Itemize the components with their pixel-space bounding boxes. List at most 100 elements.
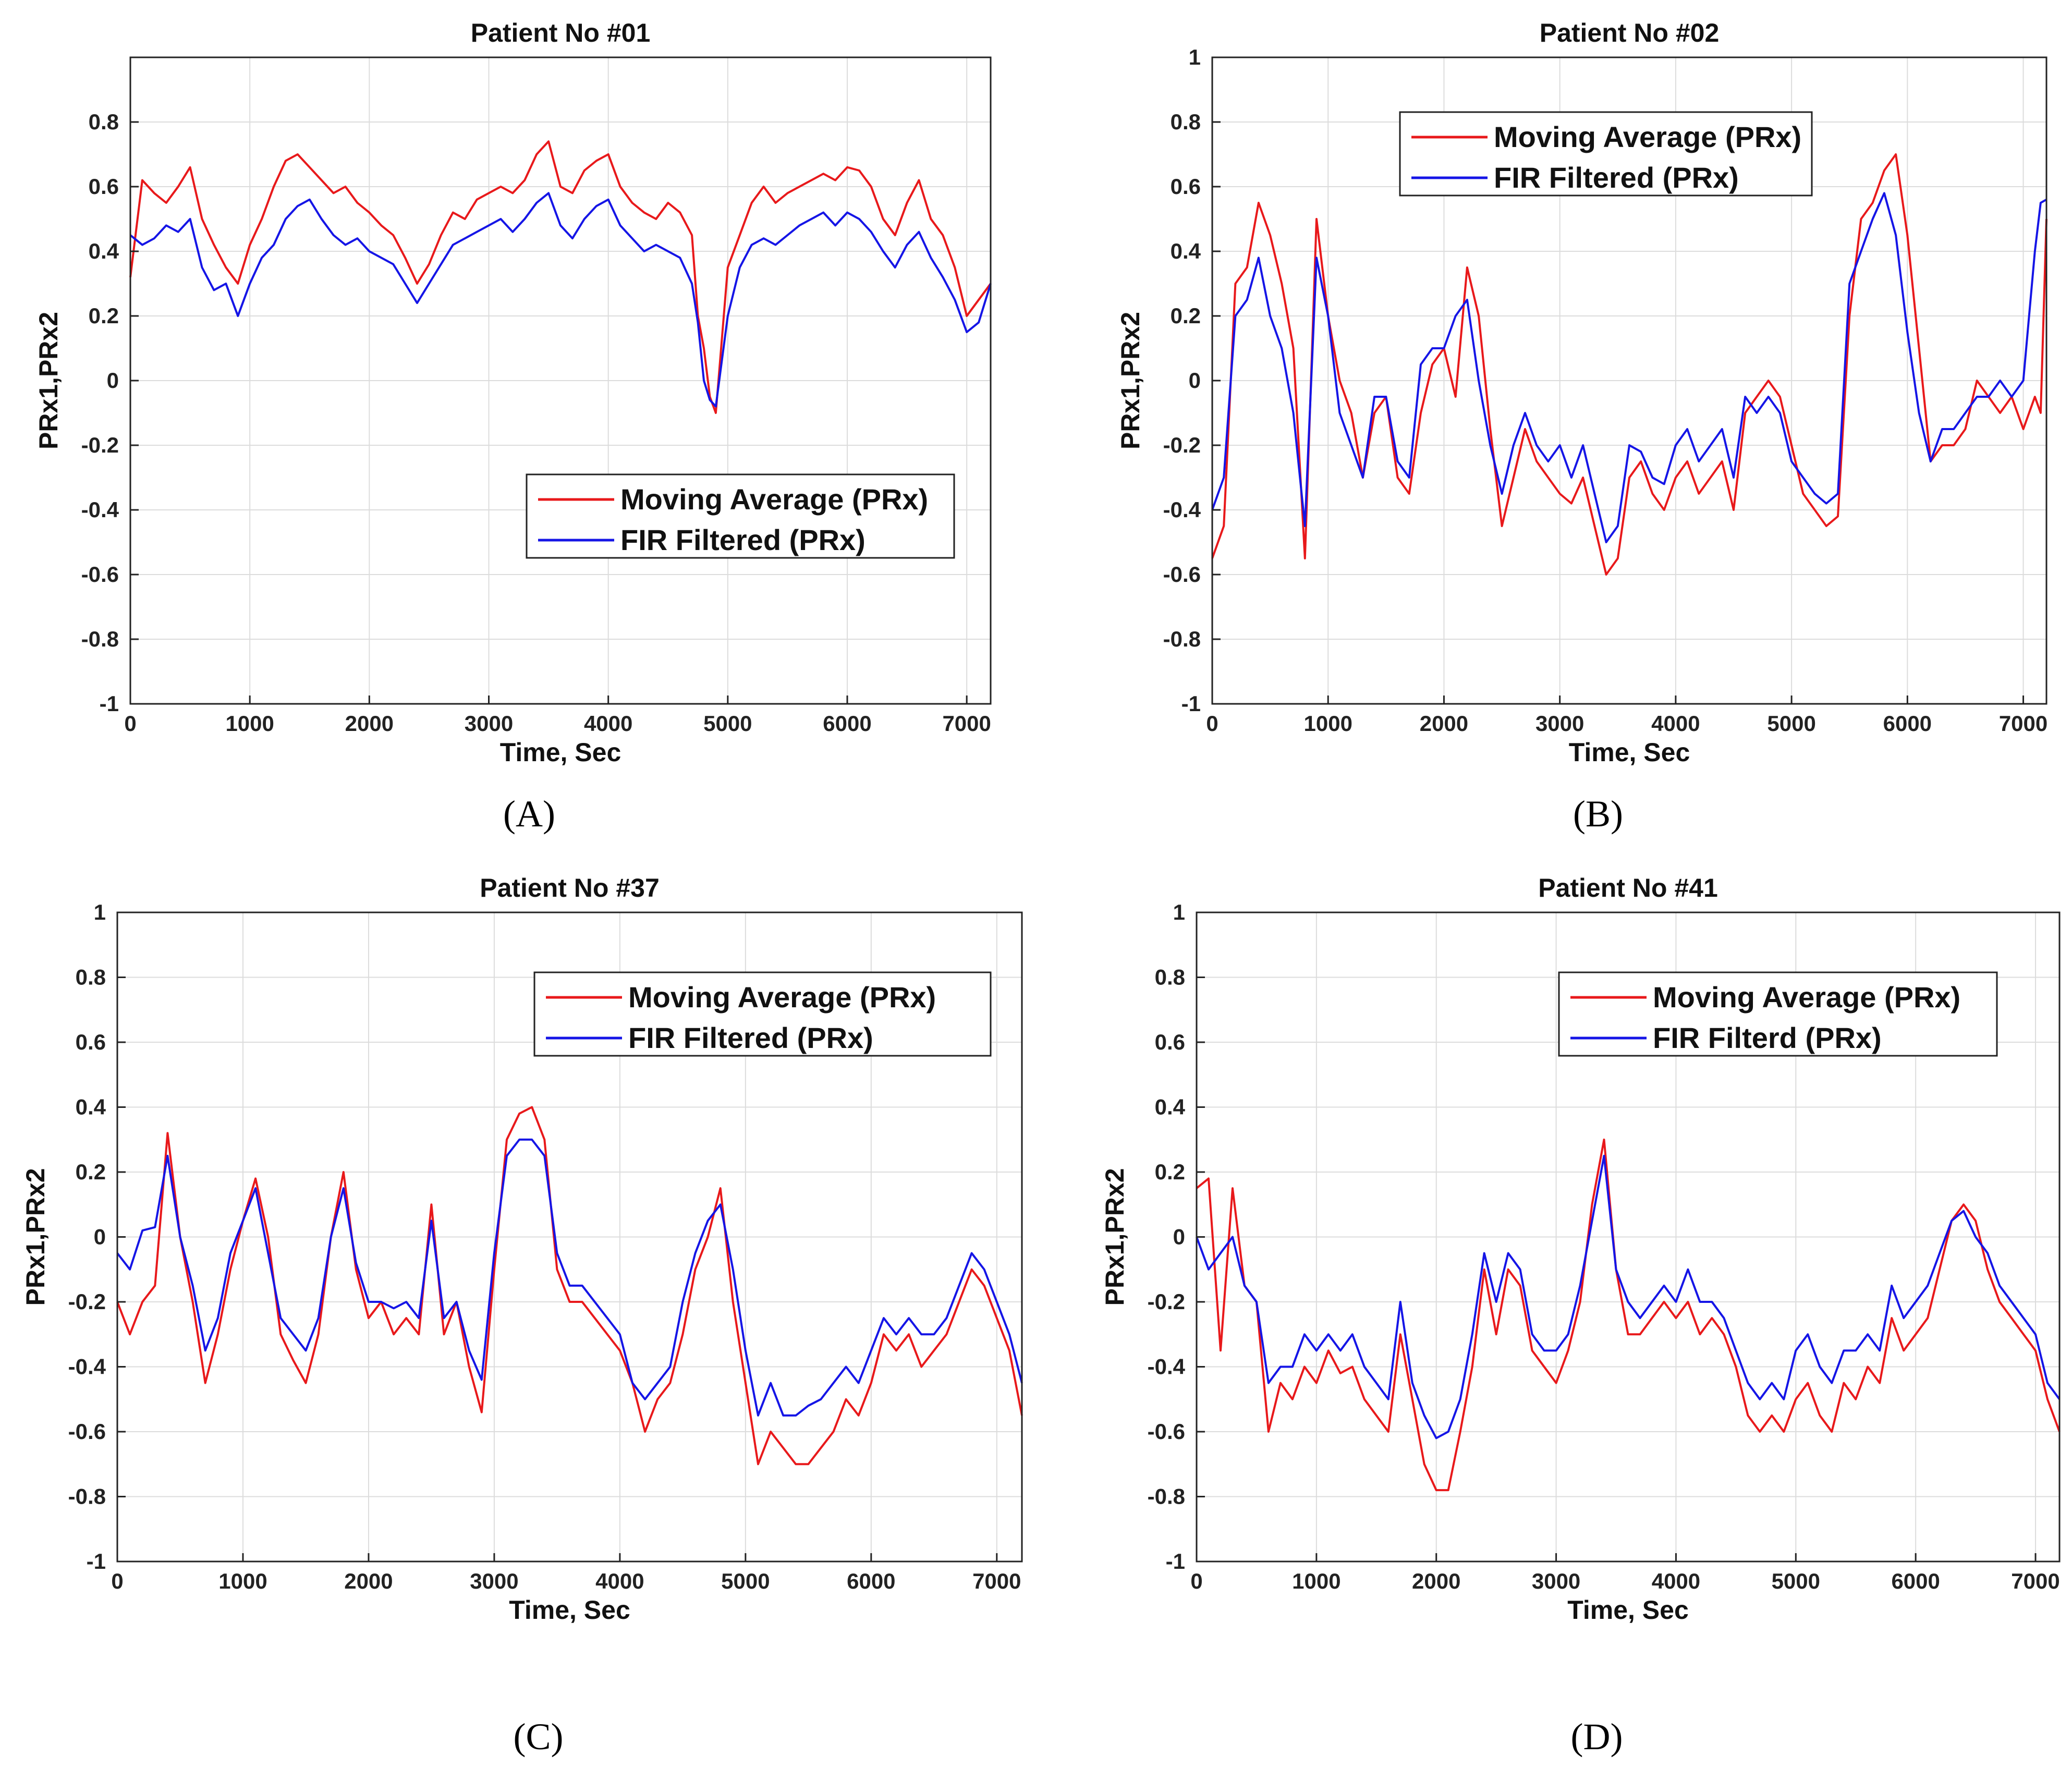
legend-box (1558, 971, 1998, 1057)
x-tick-label: 7000 (942, 711, 991, 736)
x-tick-label: 6000 (1891, 1569, 1940, 1593)
y-tick-label: 0.2 (1171, 303, 1201, 328)
x-axis-label: Time, Sec (1569, 738, 1690, 767)
y-axis-label: PRx1,PRx2 (34, 312, 63, 449)
legend-entry: FIR Filtered (PRx) (628, 1021, 873, 1054)
x-tick-label: 4000 (1651, 711, 1700, 736)
x-tick-label: 6000 (1883, 711, 1932, 736)
series-line-fir-filtered (129, 192, 992, 408)
legend-box (533, 971, 992, 1057)
y-axis-label: PRx1,PRx2 (1116, 312, 1145, 449)
y-tick-label: -0.4 (1148, 1355, 1186, 1379)
x-tick-label: 1000 (1292, 1569, 1340, 1593)
legend: Moving Average (PRx) FIR Filterd (PRx) (1558, 971, 1998, 1057)
legend-entry: Moving Average (PRx) (628, 981, 936, 1014)
x-tick-label: 7000 (972, 1569, 1021, 1593)
y-tick-label: 0.2 (76, 1160, 106, 1184)
legend-entry: FIR Filterd (PRx) (1653, 1021, 1882, 1054)
y-tick-label: 0.6 (1155, 1030, 1185, 1054)
y-tick-label: -0.8 (1148, 1484, 1185, 1509)
y-axis-label: PRx1,PRx2 (1100, 1168, 1129, 1306)
y-tick-label: -0.4 (1163, 497, 1201, 522)
x-tick-label: 7000 (2011, 1569, 2059, 1593)
x-tick-label: 6000 (847, 1569, 895, 1593)
y-tick-label: -1 (87, 1549, 106, 1573)
x-tick-label: 5000 (703, 711, 752, 736)
legend-entry: Moving Average (PRx) (620, 483, 928, 516)
y-tick-label: -1 (1166, 1549, 1185, 1573)
y-tick-label: 0 (1189, 368, 1201, 393)
y-tick-label: 0.2 (1155, 1160, 1185, 1184)
y-tick-label: 0.4 (1155, 1095, 1186, 1119)
legend-entry: Moving Average (PRx) (1494, 120, 1801, 153)
y-tick-label: -0.6 (81, 562, 119, 587)
x-tick-label: 2000 (1412, 1569, 1460, 1593)
legend-box (1399, 111, 1813, 197)
chart-panel-4: 0 1000 2000 3000 4000 5000 6000 7000 -1 -0.8 -0.6 -… (1100, 873, 2061, 1625)
chart-panel-1: 0 1000 2000 3000 4000 5000 6000 7000 -1 -0.8 -0.6 -… (34, 18, 992, 767)
x-tick-label: 0 (1206, 711, 1218, 736)
series-line-moving-average (1211, 153, 2047, 576)
y-tick-label: 1 (1189, 45, 1201, 69)
y-tick-label: -0.2 (1163, 433, 1201, 457)
legend-entry: FIR Filtered (PRx) (620, 523, 866, 556)
legend: Moving Average (PRx) FIR Filtered (PRx) (526, 473, 955, 559)
x-tick-label: 0 (124, 711, 136, 736)
x-tick-label: 5000 (1767, 711, 1815, 736)
y-tick-label: -0.4 (68, 1355, 106, 1379)
y-tick-label: 0.8 (1155, 965, 1185, 990)
x-tick-label: 3000 (1535, 711, 1584, 736)
y-tick-label: 1 (1173, 900, 1185, 924)
chart-panel-3: 0 1000 2000 3000 4000 5000 6000 7000 -1 -0.8 -0.6 -… (21, 873, 1023, 1625)
y-tick-label: 0.4 (89, 239, 119, 263)
chart-panel-2: 0 1000 2000 3000 4000 5000 6000 7000 -1 -0.8 -0.6 -… (1116, 18, 2047, 767)
series-line-fir-filtered (1196, 1154, 2061, 1440)
y-tick-label: 0.4 (1171, 239, 1201, 263)
chart-title: Patient No #01 (471, 18, 651, 47)
x-tick-label: 3000 (1532, 1569, 1580, 1593)
chart-title: Patient No #02 (1540, 18, 1720, 47)
y-tick-label: -0.6 (1163, 562, 1201, 587)
y-tick-label: -0.8 (1163, 627, 1201, 651)
series-line-fir-filtered (1211, 192, 2047, 543)
x-tick-label: 0 (111, 1569, 123, 1593)
x-tick-label: 4000 (1652, 1569, 1700, 1593)
x-tick-label: 5000 (721, 1569, 770, 1593)
y-tick-label: 0.8 (89, 109, 119, 134)
x-tick-label: 0 (1190, 1569, 1202, 1593)
x-tick-label: 2000 (1420, 711, 1468, 736)
legend: Moving Average (PRx) FIR Filtered (PRx) (1399, 111, 1813, 197)
y-tick-label: 0.4 (76, 1095, 106, 1119)
y-tick-label: 0.6 (89, 174, 119, 199)
y-tick-label: -0.6 (68, 1419, 106, 1444)
y-tick-label: 0 (94, 1225, 106, 1249)
x-axis-label: Time, Sec (500, 738, 621, 767)
legend-box (526, 473, 955, 559)
y-tick-label: 0 (1173, 1225, 1185, 1249)
chart-title: Patient No #37 (480, 873, 660, 902)
series-line-moving-average (1196, 1138, 2061, 1492)
x-axis-label: Time, Sec (1567, 1595, 1689, 1625)
y-tick-label: 0.6 (76, 1030, 106, 1054)
x-axis-label: Time, Sec (509, 1595, 630, 1625)
x-tick-label: 1000 (218, 1569, 267, 1593)
x-tick-label: 3000 (465, 711, 513, 736)
legend-entry: FIR Filtered (PRx) (1494, 161, 1739, 194)
y-tick-label: 0.6 (1171, 174, 1201, 199)
x-tick-label: 4000 (584, 711, 632, 736)
x-tick-label: 1000 (225, 711, 274, 736)
y-tick-label: -1 (1181, 691, 1201, 716)
panel-label: (B) (1573, 793, 1623, 835)
x-tick-label: 2000 (344, 1569, 393, 1593)
x-tick-label: 6000 (823, 711, 871, 736)
series-line-fir-filtered (116, 1138, 1023, 1417)
x-tick-label: 7000 (1999, 711, 2047, 736)
y-tick-label: 0.8 (1171, 109, 1201, 134)
x-tick-label: 4000 (595, 1569, 644, 1593)
legend-entry: Moving Average (PRx) (1653, 981, 1960, 1014)
y-axis-label: PRx1,PRx2 (21, 1168, 50, 1306)
x-tick-label: 1000 (1304, 711, 1352, 736)
series-line-moving-average (129, 140, 992, 414)
legend: Moving Average (PRx) FIR Filtered (PRx) (533, 971, 992, 1057)
